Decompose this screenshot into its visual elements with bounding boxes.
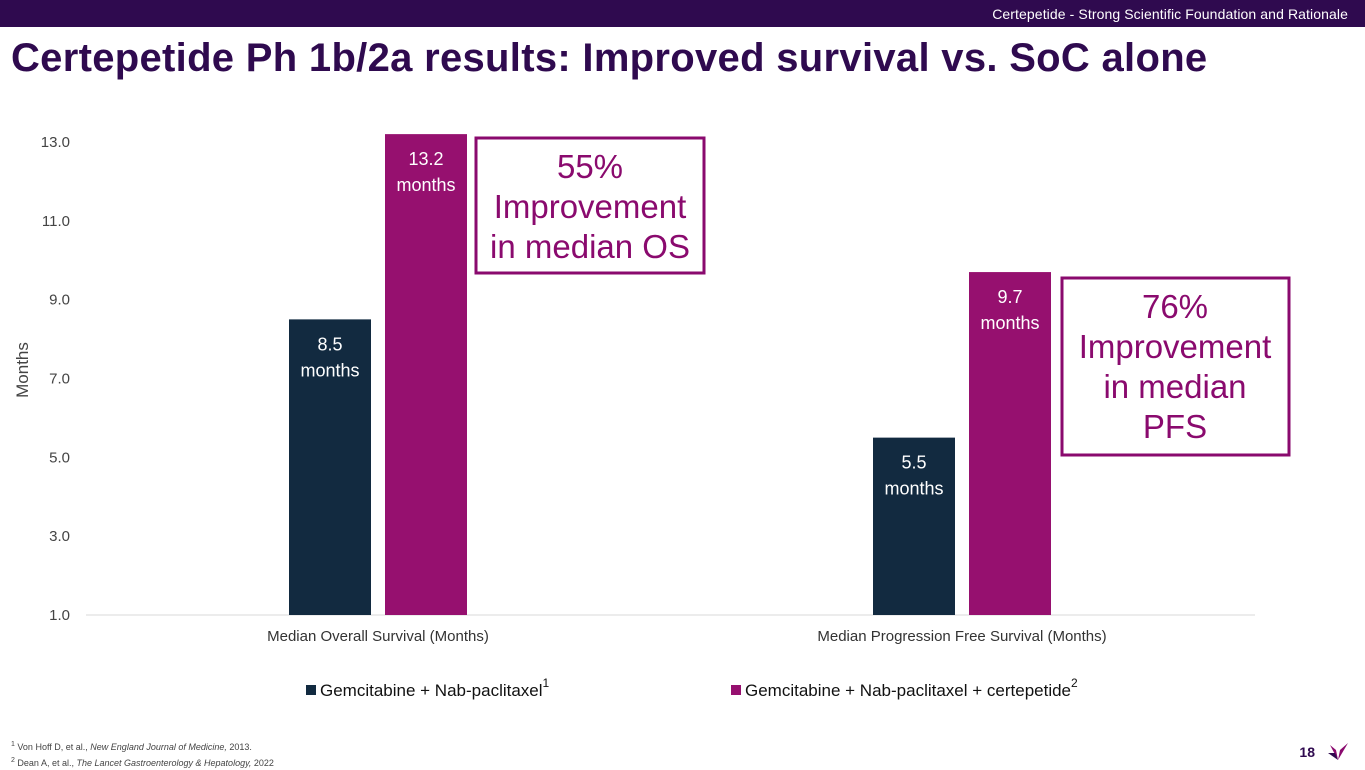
y-tick-label: 11.0 — [42, 213, 70, 230]
callout-text: 55% — [557, 148, 623, 185]
callout-text: Improvement — [1079, 328, 1272, 365]
callout-text: in median OS — [490, 228, 690, 265]
bar-data-label: 9.7 — [997, 287, 1022, 307]
bar-chart: 1.0 3.0 5.0 7.0 9.0 11.0 13.0 Months 8.5 months… — [13, 134, 1291, 700]
top-bar: Certepetide - Strong Scientific Foundati… — [0, 0, 1365, 27]
legend-superscript: 2 — [1071, 676, 1078, 690]
bar-labels: 8.5 months 5.5 months 13.2 months 9.7 months — [300, 149, 1039, 499]
bar-data-label: 5.5 — [901, 453, 926, 473]
legend-label: Gemcitabine + Nab-paclitaxel + certepeti… — [745, 676, 1078, 700]
bar — [969, 272, 1051, 615]
y-tick-label: 1.0 — [49, 607, 70, 624]
callout-text: in median — [1103, 368, 1246, 405]
footnote-1: 1 Von Hoff D, et al., New England Journa… — [11, 738, 274, 754]
footnote-2: 2 Dean A, et al., The Lancet Gastroenter… — [11, 754, 274, 770]
category-labels: Median Overall Survival (Months) Median P… — [267, 628, 1107, 645]
callout-text: PFS — [1143, 408, 1207, 445]
legend-swatch — [731, 685, 741, 695]
x-category-label: Median Progression Free Survival (Months… — [817, 628, 1106, 645]
legend-label: Gemcitabine + Nab-paclitaxel1 — [320, 676, 550, 700]
y-tick-label: 3.0 — [49, 528, 70, 545]
y-tick-label: 13.0 — [41, 134, 70, 151]
footnote-1-journal: New England Journal of Medicine, — [90, 742, 227, 752]
bar-data-label: months — [300, 360, 359, 380]
callout-text: 76% — [1142, 288, 1208, 325]
y-tick-label: 7.0 — [49, 371, 70, 388]
bar — [385, 134, 467, 615]
y-tick-label: 5.0 — [49, 449, 70, 466]
footnote-2-author: Dean A, et al., — [17, 758, 77, 768]
bar — [289, 319, 371, 615]
slide-title: Certepetide Ph 1b/2a results: Improved s… — [11, 36, 1208, 80]
bar — [873, 437, 955, 615]
footnote-2-number: 2 — [11, 757, 15, 764]
page-number: 18 — [1299, 744, 1315, 760]
footnote-1-author: Von Hoff D, et al., — [17, 742, 91, 752]
footnotes: 1 Von Hoff D, et al., New England Journa… — [11, 738, 274, 770]
legend-swatch — [306, 685, 316, 695]
callout-text: Improvement — [494, 188, 687, 225]
footnote-2-year: 2022 — [251, 758, 274, 768]
bar-data-label: 8.5 — [317, 334, 342, 354]
footnote-1-number: 1 — [11, 741, 15, 748]
bar-data-label: months — [980, 313, 1039, 333]
bar-data-label: months — [396, 175, 455, 195]
y-axis: 1.0 3.0 5.0 7.0 9.0 11.0 13.0 — [41, 134, 70, 624]
legend-superscript: 1 — [543, 676, 550, 690]
callout-box — [474, 136, 706, 275]
y-axis-label: Months — [13, 342, 32, 398]
bars — [289, 134, 1051, 615]
bar-data-label: 13.2 — [408, 149, 443, 169]
x-category-label: Median Overall Survival (Months) — [267, 628, 489, 645]
footnote-1-year: 2013. — [226, 742, 252, 752]
callout-box — [1060, 276, 1291, 457]
legend: Gemcitabine + Nab-paclitaxel1 Gemcitabine… — [306, 676, 1078, 700]
brand-logo-icon — [1328, 743, 1348, 760]
bar-data-label: months — [884, 479, 943, 499]
y-tick-label: 9.0 — [49, 292, 70, 309]
footnote-2-journal: The Lancet Gastroenterology & Hepatology… — [76, 758, 252, 768]
section-title: Certepetide - Strong Scientific Foundati… — [992, 6, 1348, 22]
